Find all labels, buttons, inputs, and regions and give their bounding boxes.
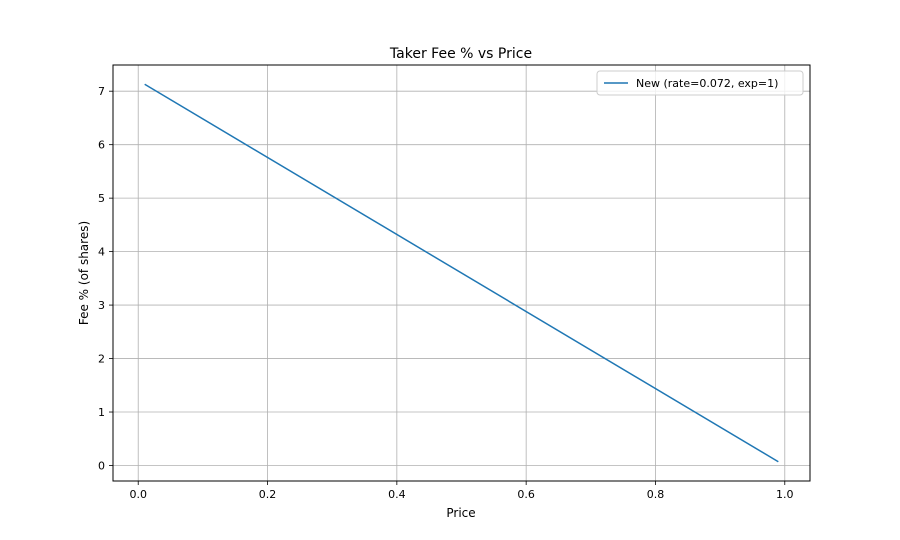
chart-title: Taker Fee % vs Price — [389, 46, 532, 62]
x-tick-label: 0.2 — [259, 488, 277, 501]
plot-frame — [112, 64, 811, 482]
legend-label: New (rate=0.072, exp=1) — [636, 77, 778, 90]
series-layer — [144, 83, 779, 463]
y-tick-label: 4 — [98, 246, 105, 259]
x-axis-label: Price — [446, 506, 475, 520]
series-line — [144, 83, 779, 463]
x-tick-label: 1.0 — [776, 488, 794, 501]
legend: New (rate=0.072, exp=1) — [596, 70, 804, 96]
y-tick-label: 5 — [98, 192, 105, 205]
y-axis-ticks: 0 1 2 3 4 5 6 7 — [98, 85, 113, 472]
y-tick-label: 3 — [98, 299, 105, 312]
x-axis-ticks: 0.0 0.2 0.4 0.6 0.8 1.0 — [129, 481, 794, 501]
legend-box — [596, 70, 804, 96]
y-tick-label: 2 — [98, 353, 105, 366]
y-axis-label: Fee % (of shares) — [77, 221, 91, 325]
y-tick-label: 7 — [98, 85, 105, 98]
y-tick-label: 6 — [98, 139, 105, 152]
y-tick-label: 0 — [98, 459, 105, 472]
x-tick-label: 0.4 — [388, 488, 406, 501]
grid — [113, 65, 810, 481]
x-tick-label: 0.0 — [129, 488, 147, 501]
y-tick-label: 1 — [98, 406, 105, 419]
x-tick-label: 0.6 — [517, 488, 535, 501]
x-tick-label: 0.8 — [647, 488, 665, 501]
